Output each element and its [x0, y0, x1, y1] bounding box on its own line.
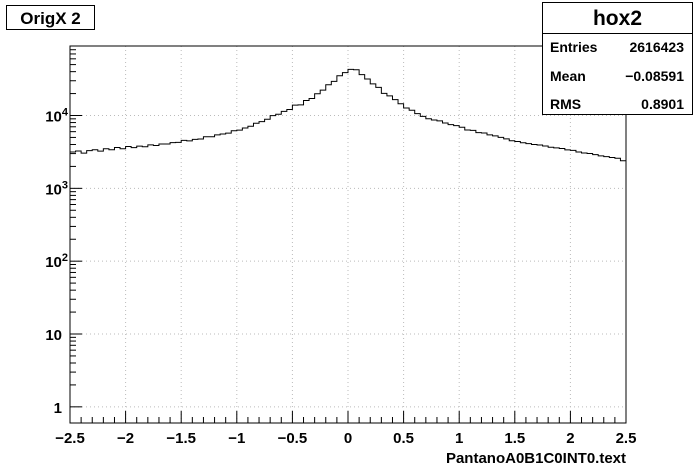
axes: −2.5 −2 −1.5 −1 −0.5 0 0.5 1 1.5 2 2.5 1 10 102 103 104 [45, 45, 637, 447]
grid-lines [70, 46, 626, 423]
stats-entries-value: 2616423 [629, 39, 684, 55]
stats-entries-label: Entries [550, 39, 598, 55]
y-tick-label: 1 [54, 400, 62, 417]
x-tick-label: −2.5 [55, 430, 85, 447]
x-tick-label: 2.5 [616, 430, 637, 447]
x-tick-label: 0 [344, 430, 352, 447]
histogram-line [70, 68, 626, 162]
y-tick-label: 10 [45, 327, 62, 344]
x-axis-label: PantanoA0B1C0INT0.text [445, 450, 626, 467]
stats-row-mean: Mean −0.08591 [550, 63, 684, 89]
stats-rms-value: 0.8901 [641, 96, 684, 112]
x-tick-label: 2 [566, 430, 574, 447]
stats-histogram-name: hox2 [543, 3, 692, 34]
stats-row-rms: RMS 0.8901 [550, 91, 684, 117]
stats-rms-label: RMS [550, 96, 582, 112]
x-tick-label: 1.5 [504, 430, 525, 447]
x-tick-label: 1 [455, 430, 463, 447]
y-tick-label: 102 [45, 252, 68, 271]
stats-row-entries: Entries 2616423 [550, 34, 684, 60]
x-tick-label: −1.5 [166, 430, 196, 447]
y-tick-label: 103 [45, 179, 68, 198]
y-tick-label: 104 [45, 107, 69, 126]
chart-title: OrigX 2 [6, 5, 95, 30]
stats-mean-label: Mean [550, 68, 586, 84]
x-tick-label: −2 [117, 430, 134, 447]
stats-box: hox2 Entries 2616423 Mean −0.08591 RMS 0… [542, 2, 693, 115]
stats-mean-value: −0.08591 [625, 68, 684, 84]
x-tick-label: 0.5 [393, 430, 414, 447]
x-tick-label: −1 [228, 430, 245, 447]
x-tick-label: −0.5 [278, 430, 308, 447]
